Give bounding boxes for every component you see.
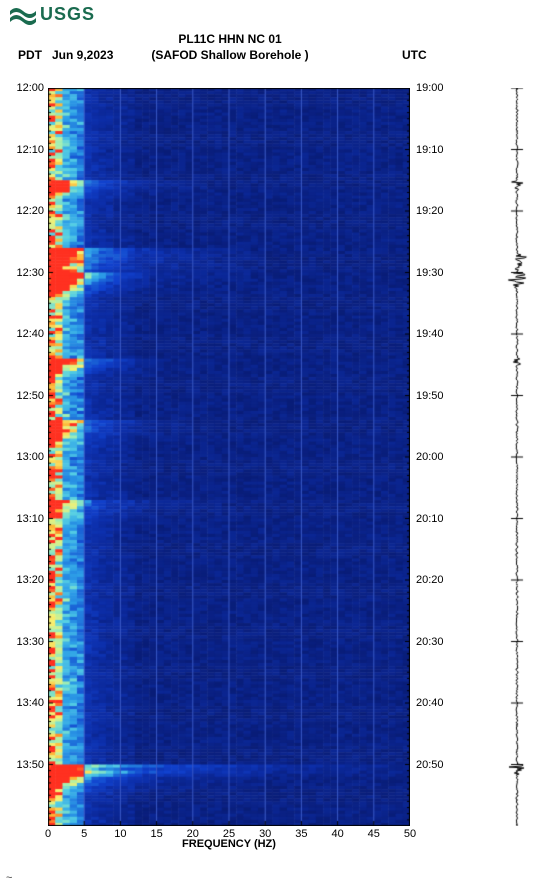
y-right-tick: 20:40: [416, 697, 444, 709]
y-right-tick: 20:20: [416, 574, 444, 586]
usgs-logo: USGS: [10, 4, 95, 25]
x-tick: 45: [368, 828, 380, 840]
y-left-tick: 12:20: [16, 205, 44, 217]
usgs-logo-text: USGS: [40, 4, 95, 25]
x-tick: 0: [45, 828, 51, 840]
tz-right-label: UTC: [402, 48, 427, 62]
y-right-tick: 20:30: [416, 636, 444, 648]
waveform-canvas: [500, 88, 534, 826]
x-tick: 40: [331, 828, 343, 840]
y-left-tick: 12:50: [16, 390, 44, 402]
y-right-tick: 20:00: [416, 451, 444, 463]
x-tick: 15: [150, 828, 162, 840]
y-left-tick: 13:00: [16, 451, 44, 463]
y-right-tick: 19:00: [416, 82, 444, 94]
y-left-tick: 13:50: [16, 759, 44, 771]
date-label: Jun 9,2023: [52, 48, 113, 62]
y-left-tick: 12:00: [16, 82, 44, 94]
tz-left-label: PDT: [18, 48, 42, 62]
x-tick: 50: [404, 828, 416, 840]
footer-mark: ~: [6, 872, 12, 884]
y-right-tick: 19:40: [416, 328, 444, 340]
x-tick: 35: [295, 828, 307, 840]
title-line1: PL11C HHN NC 01: [0, 32, 460, 46]
page: USGS PL11C HHN NC 01 (SAFOD Shallow Bore…: [0, 0, 552, 893]
spectrogram-canvas: [48, 88, 410, 826]
usgs-wave-icon: [10, 5, 36, 25]
y-left-tick: 13:20: [16, 574, 44, 586]
y-right-tick: 19:20: [416, 205, 444, 217]
x-tick: 5: [81, 828, 87, 840]
spectrogram-plot: [48, 88, 410, 826]
y-right-tick: 19:10: [416, 144, 444, 156]
y-left-tick: 12:40: [16, 328, 44, 340]
x-tick: 10: [114, 828, 126, 840]
y-left-tick: 12:30: [16, 267, 44, 279]
y-right-tick: 19:50: [416, 390, 444, 402]
y-left-tick: 13:30: [16, 636, 44, 648]
x-tick: 30: [259, 828, 271, 840]
y-left-tick: 13:10: [16, 513, 44, 525]
x-tick: 25: [223, 828, 235, 840]
y-right-tick: 19:30: [416, 267, 444, 279]
y-left-tick: 12:10: [16, 144, 44, 156]
y-left-tick: 13:40: [16, 697, 44, 709]
y-right-tick: 20:10: [416, 513, 444, 525]
x-tick: 20: [187, 828, 199, 840]
y-right-tick: 20:50: [416, 759, 444, 771]
